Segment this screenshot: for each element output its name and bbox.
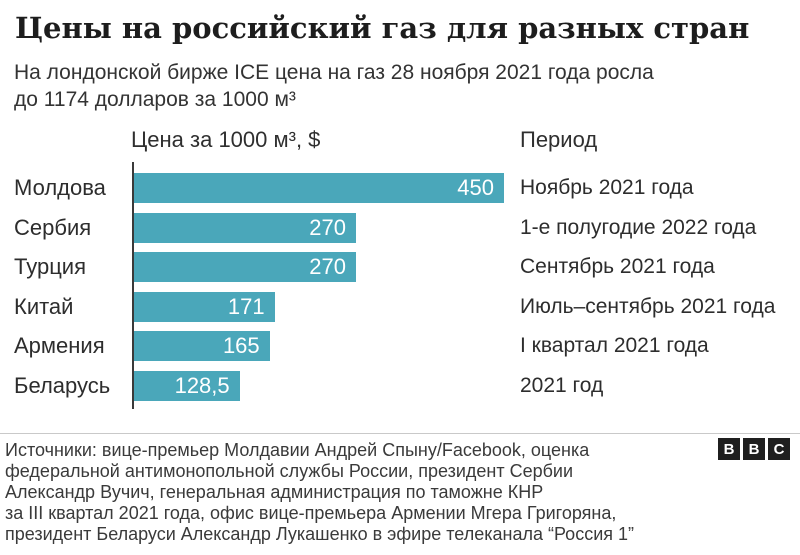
bar-chart: Молдова 450 Ноябрь 2021 года Сербия 270 … xyxy=(0,173,800,410)
source-line: президент Беларуси Александр Лукашенко в… xyxy=(5,524,634,544)
bbc-logo-letter: B xyxy=(718,438,740,460)
chart-bar: 270 xyxy=(134,252,356,282)
chart-bar: 450 xyxy=(134,173,504,203)
bbc-logo-letter: C xyxy=(768,438,790,460)
country-label: Турция xyxy=(14,254,86,279)
chart-row: Армения 165 I квартал 2021 года xyxy=(0,331,800,361)
chart-row: Турция 270 Сентябрь 2021 года xyxy=(0,252,800,282)
country-label: Беларусь xyxy=(14,372,111,398)
chart-bar: 165 xyxy=(134,331,270,361)
period-label: 1-е полугодие 2022 года xyxy=(520,215,757,239)
subtitle-line: до 1174 долларов за 1000 м³ xyxy=(14,88,296,111)
period-label: I квартал 2021 года xyxy=(520,334,709,357)
chart-bar: 128,5 xyxy=(134,370,240,401)
bar-value-label: 450 xyxy=(457,175,494,200)
page-title: Цены на российский газ для разных стран xyxy=(15,11,750,45)
source-line: федеральной антимонопольной службы Росси… xyxy=(5,461,574,481)
column-header-price: Цена за 1000 м³, $ xyxy=(131,127,321,152)
period-label: 2021 год xyxy=(520,373,604,397)
column-header-period: Период xyxy=(520,127,598,152)
chart-row: Беларусь 128,5 2021 год xyxy=(0,370,800,401)
bar-value-label: 171 xyxy=(227,293,265,319)
country-label: Китай xyxy=(14,293,74,319)
subtitle: На лондонской бирже ICE цена на газ 28 н… xyxy=(14,59,789,113)
country-label: Молдова xyxy=(14,175,106,200)
chart-row: Китай 171 Июль–сентябрь 2021 года xyxy=(0,291,800,322)
period-label: Июль–сентябрь 2021 года xyxy=(520,294,776,318)
bar-value-label: 270 xyxy=(309,214,346,240)
chart-bar: 270 xyxy=(134,212,356,243)
chart-bar: 171 xyxy=(134,291,275,322)
country-label: Сербия xyxy=(14,214,92,240)
bar-value-label: 128,5 xyxy=(174,372,230,398)
source-line: Александр Вучич, генеральная администрац… xyxy=(5,482,544,502)
period-label: Сентябрь 2021 года xyxy=(520,255,715,278)
chart-row: Сербия 270 1-е полугодие 2022 года xyxy=(0,212,800,243)
subtitle-line: На лондонской бирже ICE цена на газ 28 н… xyxy=(14,61,654,84)
country-label: Армения xyxy=(14,333,105,358)
bbc-logo-letter: B xyxy=(743,438,765,460)
period-label: Ноябрь 2021 года xyxy=(520,176,694,199)
bbc-logo: B B C xyxy=(718,438,790,460)
source-line: за III квартал 2021 года, офис вице-прем… xyxy=(5,503,617,523)
bar-value-label: 165 xyxy=(222,333,260,358)
divider xyxy=(0,433,800,434)
source-text: Источники: вице-премьер Молдавии Андрей … xyxy=(5,440,705,545)
source-line: Источники: вице-премьер Молдавии Андрей … xyxy=(5,440,590,460)
axis-line xyxy=(132,162,134,409)
chart-row: Молдова 450 Ноябрь 2021 года xyxy=(0,173,800,203)
bar-value-label: 270 xyxy=(309,254,346,279)
